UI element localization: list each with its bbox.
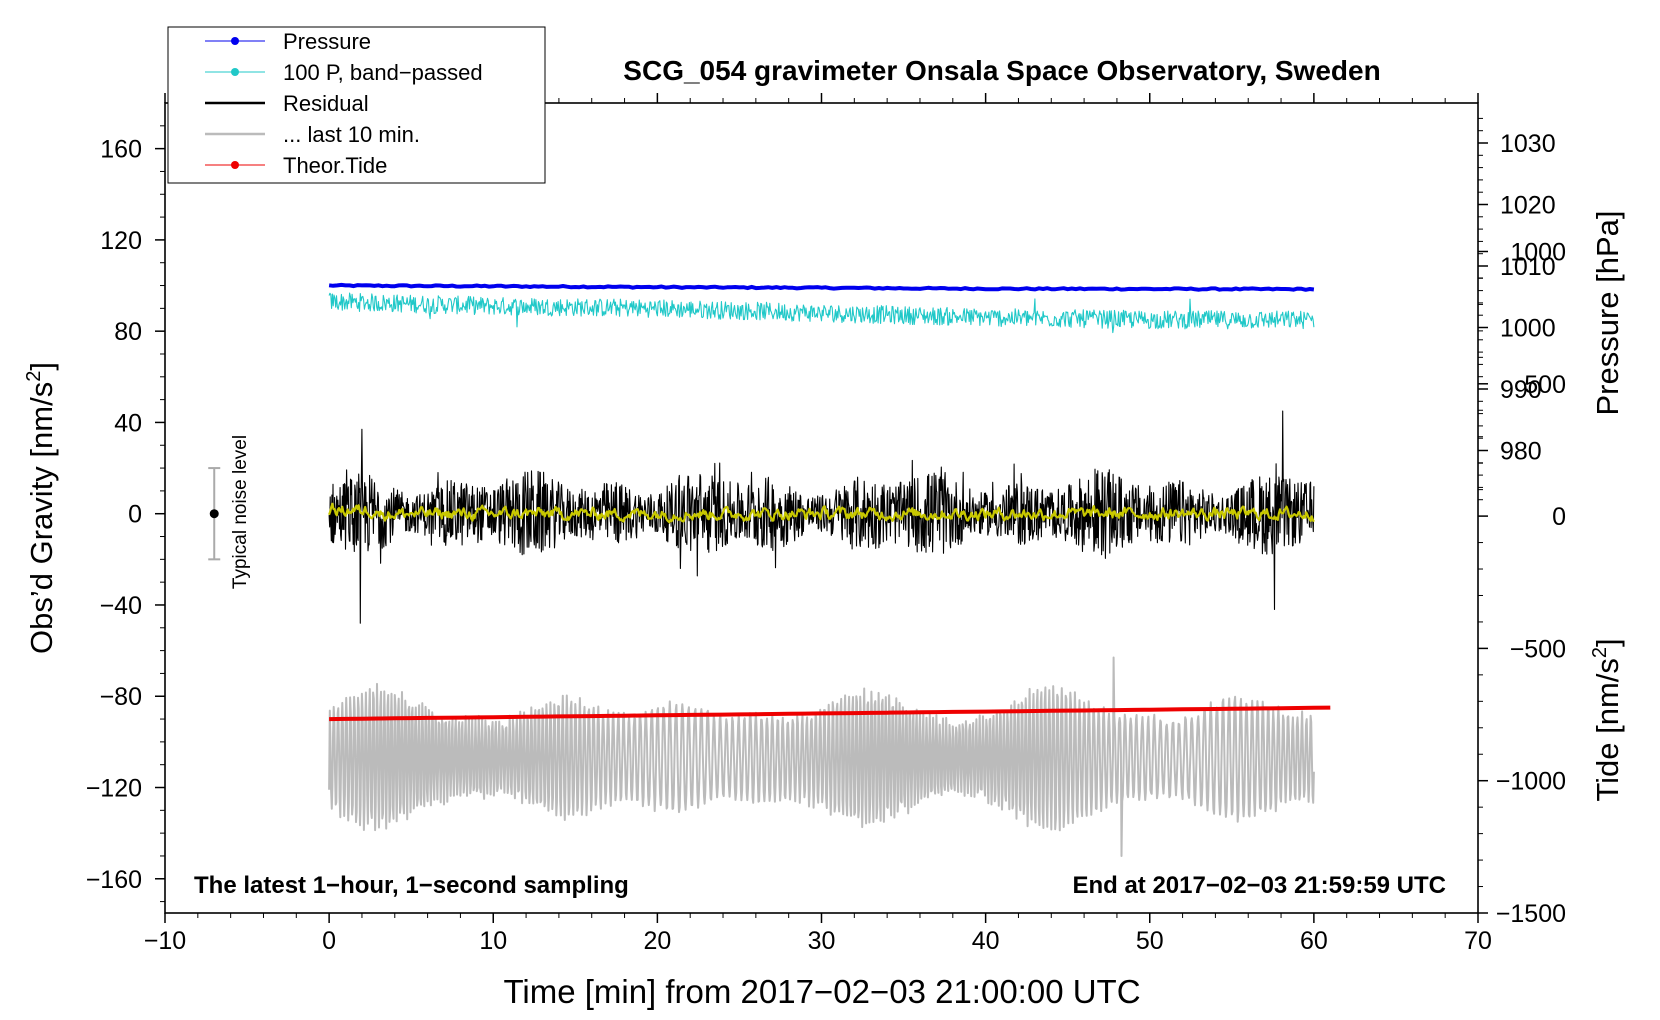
y-tick-label: 80 [114,318,142,346]
tide-tick-label: −500 [1510,635,1566,663]
tide-tick-label: −1000 [1496,768,1566,796]
annotation-end-time: End at 2017−02−03 21:59:59 UTC [1072,872,1446,899]
y-axis-tide: −1500 −1000 −500 0 500 1000 [1478,239,1566,928]
legend-marker [231,161,239,169]
x-tick-label: −10 [144,927,186,955]
y-tick-label: −40 [100,592,142,620]
pressure-tick-label: 980 [1500,438,1542,466]
series-residual-smoothed [328,502,1315,524]
legend-label: 100 P, band−passed [283,60,483,85]
legend-label: Theor.Tide [283,153,387,178]
noise-level-label: Typical noise level [230,435,251,589]
legend-marker [231,68,239,76]
noise-level-indicator [208,467,221,561]
tide-tick-label: 500 [1524,371,1566,399]
legend-label: Residual [283,91,369,116]
pressure-tick-label: 1000 [1500,315,1556,343]
y-axis-label-tide: Tide [nm/s2] [1589,638,1625,801]
noise-center-dot [209,509,219,519]
pressure-tick-label: 1020 [1500,192,1556,220]
x-tick-label: 0 [322,927,336,955]
tide-tick-label: 1000 [1510,239,1566,267]
legend-label: Pressure [283,29,371,54]
y-axis-label-tide-text: Tide [nm/s [1590,658,1625,802]
legend-box [167,26,546,184]
x-tick-label: 10 [479,927,507,955]
y-axis-label-gravity-text: Obs’d Gravity [nm/s [24,382,59,654]
x-tick-label: 40 [972,927,1000,955]
y-tick-label: −120 [86,775,142,803]
series-theor-tide [329,705,1331,722]
x-tick-label: 20 [643,927,671,955]
y-tick-label: 120 [100,227,142,255]
legend-marker [231,37,239,45]
x-axis-label: Time [min] from 2017−02−03 21:00:00 UTC [503,973,1140,1010]
x-tick-label: 30 [808,927,836,955]
y-axis-pressure: 980 990 1000 1010 1020 1030 [1478,117,1556,501]
y-axis-label-gravity-sup: 2 [23,371,45,382]
x-tick-label: 70 [1464,927,1492,955]
x-tick-label: 60 [1300,927,1328,955]
chart-title: SCG_054 gravimeter Onsala Space Observat… [623,55,1380,86]
y-axis-label-gravity: Obs’d Gravity [nm/s2] [23,362,59,654]
y-tick-label: 0 [128,501,142,529]
y-axis-label-gravity-tail: ] [24,362,59,371]
x-tick-label: 50 [1136,927,1164,955]
y-tick-label: 160 [100,136,142,164]
series-band-passed-pressure [328,292,1315,334]
tide-tick-label: −1500 [1496,900,1566,928]
y-tick-label: −160 [86,866,142,894]
y-axis-label-pressure: Pressure [hPa] [1590,210,1625,415]
series-layer [328,282,1331,857]
y-tick-label: 40 [114,409,142,437]
pressure-tick-label: 1010 [1500,253,1556,281]
legend-label: ... last 10 min. [283,122,420,147]
y-axis-gravity: −160 −120 −80 −40 0 40 80 120 160 [86,125,165,903]
x-axis: −10 0 10 20 30 40 50 60 70 [144,93,1492,955]
y-axis-label-tide-tail: ] [1590,638,1625,647]
series-last-10-min [328,656,1315,857]
pressure-tick-label: 990 [1500,376,1542,404]
series-residual [328,410,1315,624]
y-tick-label: −80 [100,683,142,711]
pressure-tick-label: 1030 [1500,130,1556,158]
legend: Pressure 100 P, band−passed Residual ... la… [167,26,546,184]
tide-tick-label: 0 [1552,503,1566,531]
series-pressure [328,282,1315,292]
y-axis-label-tide-sup: 2 [1589,647,1611,658]
annotation-sampling: The latest 1−hour, 1−second sampling [194,872,629,899]
